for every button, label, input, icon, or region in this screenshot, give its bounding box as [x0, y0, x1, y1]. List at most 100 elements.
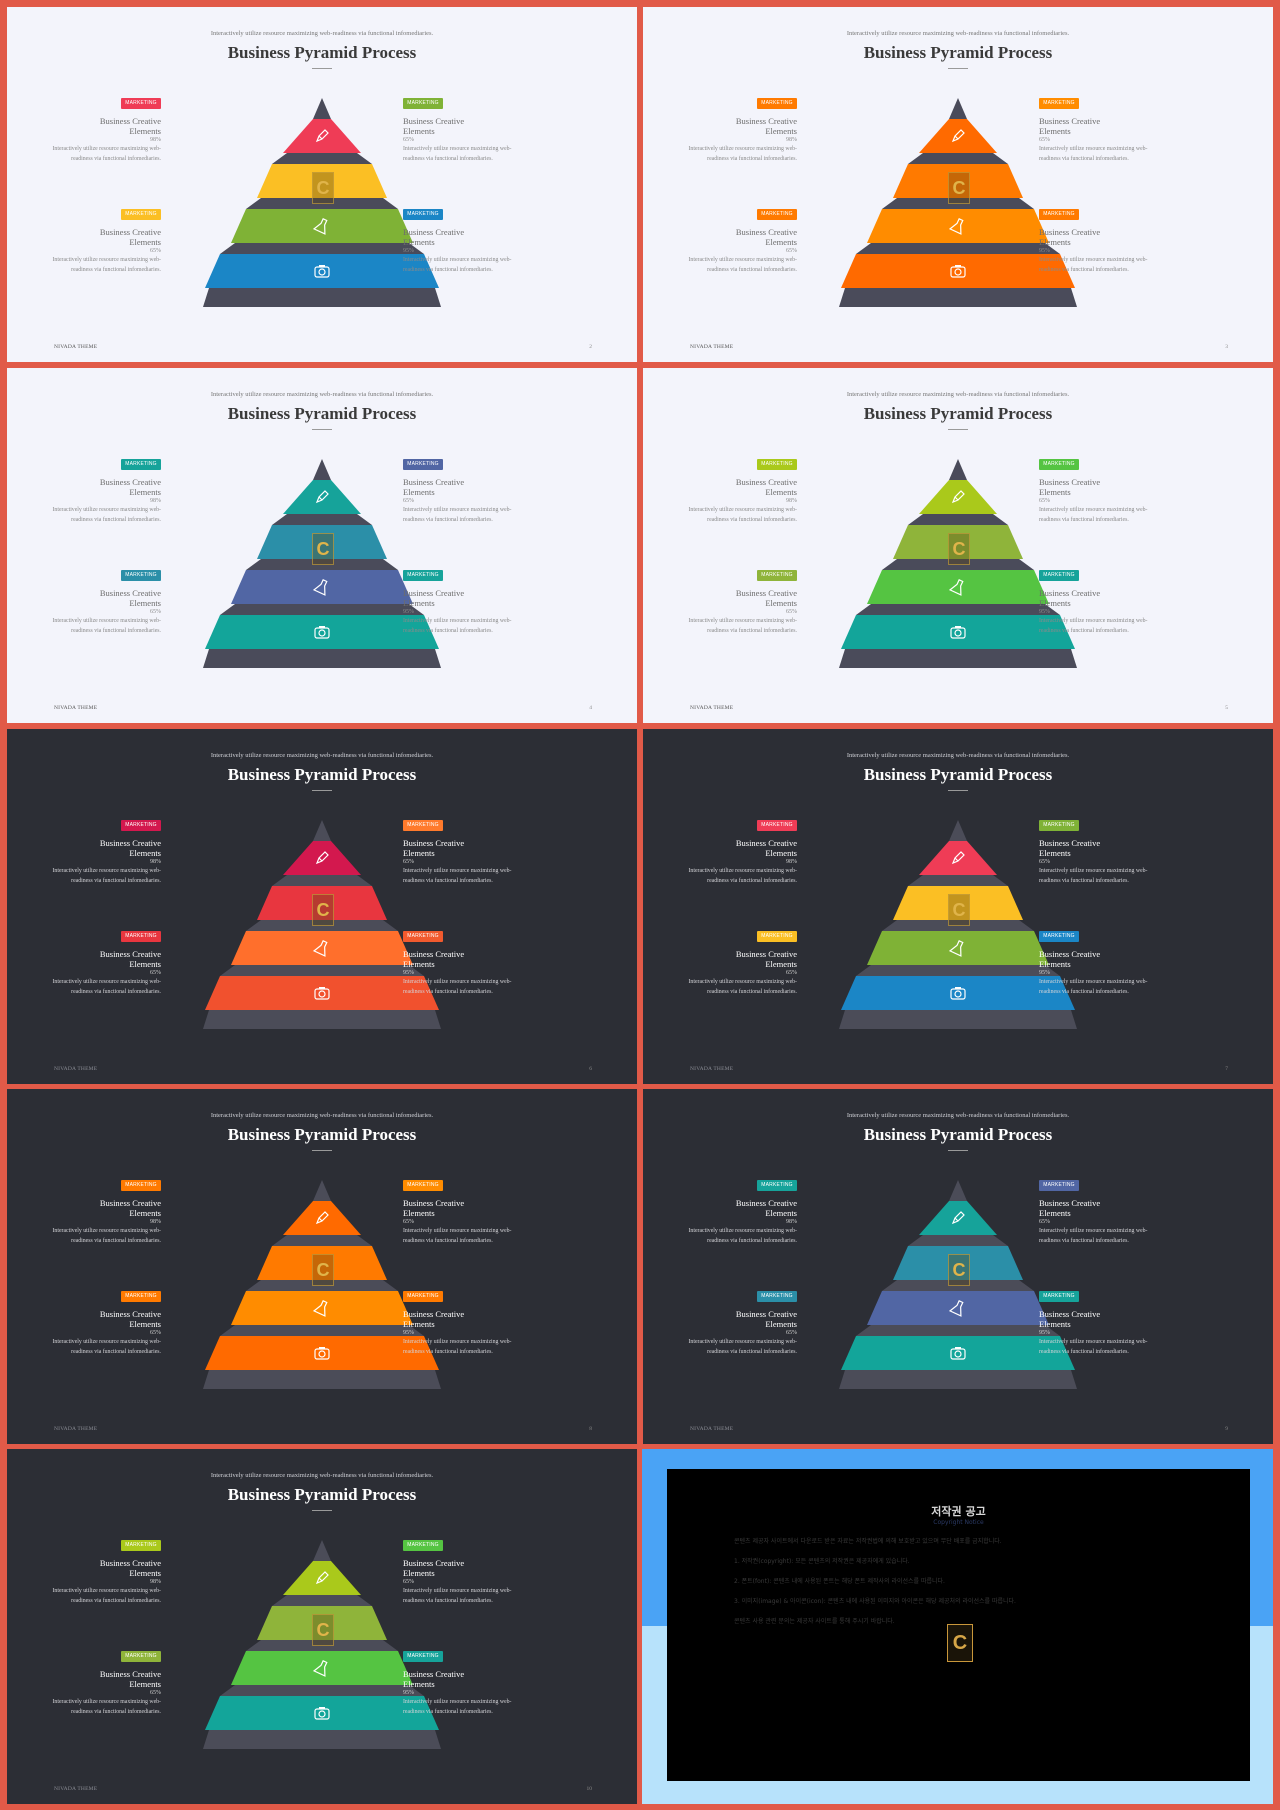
pyramid-tier-1: [283, 1201, 361, 1235]
text-block: Business Creative Elements 65% Interactivel…: [647, 227, 798, 275]
flask-icon: [312, 940, 328, 957]
block-heading: Business Creative: [735, 116, 797, 126]
contents-logo-icon: C: [948, 894, 970, 926]
block-heading: Business Creative: [403, 1558, 465, 1568]
slide-footer: NIVADA THEME: [54, 1426, 98, 1432]
block-heading: Business Creative: [1039, 1309, 1101, 1319]
block-heading: Business Creative: [1039, 477, 1101, 487]
block-percent: 65%: [1039, 859, 1050, 865]
text-block: Business Creative Elements 65% Interactivel…: [647, 1309, 798, 1357]
slide-title: Business Pyramid Process: [863, 765, 1053, 784]
block-percent: 65%: [786, 609, 797, 615]
camera-top: [955, 265, 961, 267]
contents-logo-icon: C: [947, 1624, 973, 1662]
block-heading: Elements: [129, 1319, 161, 1329]
contents-logo-icon: C: [312, 533, 334, 565]
slide-1: Interactively utilize resource maximizin…: [7, 7, 637, 362]
slide-subtitle: Interactively utilize resource maximizin…: [210, 752, 434, 759]
copyright-slide: 저작권 공고 Copyright Notice 콘텐츠 제공자 사이트에서 다운…: [642, 1449, 1273, 1804]
camera-icon: [314, 265, 330, 278]
pyramid-shadow-band: [856, 965, 1060, 976]
pencil-icon: [951, 490, 965, 504]
block-text: readiness via functional infomediaries.: [1039, 266, 1129, 273]
pyramid-shadow-band: [856, 243, 1060, 254]
block-heading: Business Creative: [403, 1669, 465, 1679]
block-percent: 65%: [786, 248, 797, 254]
block-heading: Elements: [403, 1319, 435, 1329]
slide-footer: NIVADA THEME: [54, 705, 98, 711]
text-block: Business Creative Elements 98% Interactivel…: [11, 116, 162, 164]
block-text: readiness via functional infomediaries.: [1039, 1348, 1129, 1355]
block-percent: 95%: [403, 609, 414, 615]
block-text: Interactively utilize resource maximizin…: [688, 618, 798, 624]
marketing-tag: MARKETING: [121, 1540, 161, 1551]
pencil-stroke: [951, 490, 965, 504]
block-heading: Elements: [765, 1208, 797, 1218]
pyramid-chart: [839, 1180, 1077, 1389]
text-block: Business Creative Elements 95% Interactivel…: [403, 1669, 553, 1717]
pyramid-apex: [949, 1180, 967, 1201]
block-heading: Elements: [765, 237, 797, 247]
block-heading: Elements: [1039, 598, 1071, 608]
block-heading: Business Creative: [99, 227, 161, 237]
block-heading: Business Creative: [735, 477, 797, 487]
pencil-icon: [951, 851, 965, 865]
pyramid-chart: [203, 459, 441, 668]
block-text: readiness via functional infomediaries.: [403, 155, 493, 162]
pencil-stroke: [951, 851, 965, 865]
block-text: readiness via functional infomediaries.: [403, 877, 493, 884]
pyramid-tier-3: [867, 931, 1049, 965]
contents-logo-icon: C: [948, 1254, 970, 1286]
slide-title: Business Pyramid Process: [227, 404, 417, 423]
pyramid-apex: [949, 98, 967, 119]
copyright-subtitle: Copyright Notice: [933, 1519, 984, 1526]
pyramid-tier-3: [231, 1651, 413, 1685]
marketing-tag: MARKETING: [121, 209, 161, 220]
pyramid-shadow-band: [272, 875, 372, 886]
block-heading: Elements: [403, 1208, 435, 1218]
block-percent: 95%: [403, 1330, 414, 1336]
pyramid-chart: [203, 98, 441, 307]
pyramid-shadow-band: [203, 1010, 441, 1029]
block-text: Interactively utilize resource maximizin…: [403, 868, 512, 874]
block-text: Interactively utilize resource maximizin…: [1039, 868, 1148, 874]
flask-icon: [312, 579, 328, 596]
marketing-tag: MARKETING: [1039, 931, 1079, 942]
pyramid-tier-3: [231, 931, 413, 965]
pyramid-tier-2: [893, 1246, 1023, 1280]
block-text: Interactively utilize resource maximizin…: [1039, 1339, 1148, 1345]
slide-3: Interactively utilize resource maximizin…: [7, 368, 637, 723]
block-text: Interactively utilize resource maximizin…: [403, 618, 512, 624]
text-block: Business Creative Elements 98% Interactivel…: [647, 116, 798, 164]
pyramid-tier-3: [867, 1291, 1049, 1325]
text-block: Business Creative Elements 65% Interactivel…: [403, 1198, 553, 1246]
pyramid-shadow-band: [272, 1235, 372, 1246]
pyramid-tier-3: [867, 209, 1049, 243]
block-percent: 98%: [786, 498, 797, 504]
slide-5: Interactively utilize resource maximizin…: [7, 729, 637, 1084]
text-block: Business Creative Elements 65% Interactivel…: [1039, 477, 1189, 525]
pyramid-tier-4: [841, 615, 1075, 649]
block-percent: 95%: [403, 1690, 414, 1696]
block-text: readiness via functional infomediaries.: [71, 1348, 161, 1355]
pencil-stroke: [951, 129, 965, 143]
block-text: Interactively utilize resource maximizin…: [52, 618, 162, 624]
camera-icon: [314, 1707, 330, 1720]
block-text: readiness via functional infomediaries.: [707, 627, 797, 634]
marketing-tag: MARKETING: [403, 1651, 443, 1662]
pyramid-shadow-band: [856, 604, 1060, 615]
block-percent: 98%: [786, 859, 797, 865]
pyramid-apex: [949, 459, 967, 480]
block-text: Interactively utilize resource maximizin…: [52, 146, 162, 152]
block-text: readiness via functional infomediaries.: [707, 877, 797, 884]
camera-top: [955, 987, 961, 989]
page-number: 9: [1225, 1426, 1228, 1432]
pyramid-tier-1: [919, 1201, 997, 1235]
flask-stroke: [948, 1300, 964, 1317]
block-heading: Business Creative: [735, 1309, 797, 1319]
block-text: Interactively utilize resource maximizin…: [52, 1588, 162, 1594]
block-percent: 98%: [150, 498, 161, 504]
block-percent: 65%: [150, 1330, 161, 1336]
block-percent: 98%: [786, 1219, 797, 1225]
block-heading: Business Creative: [403, 588, 465, 598]
